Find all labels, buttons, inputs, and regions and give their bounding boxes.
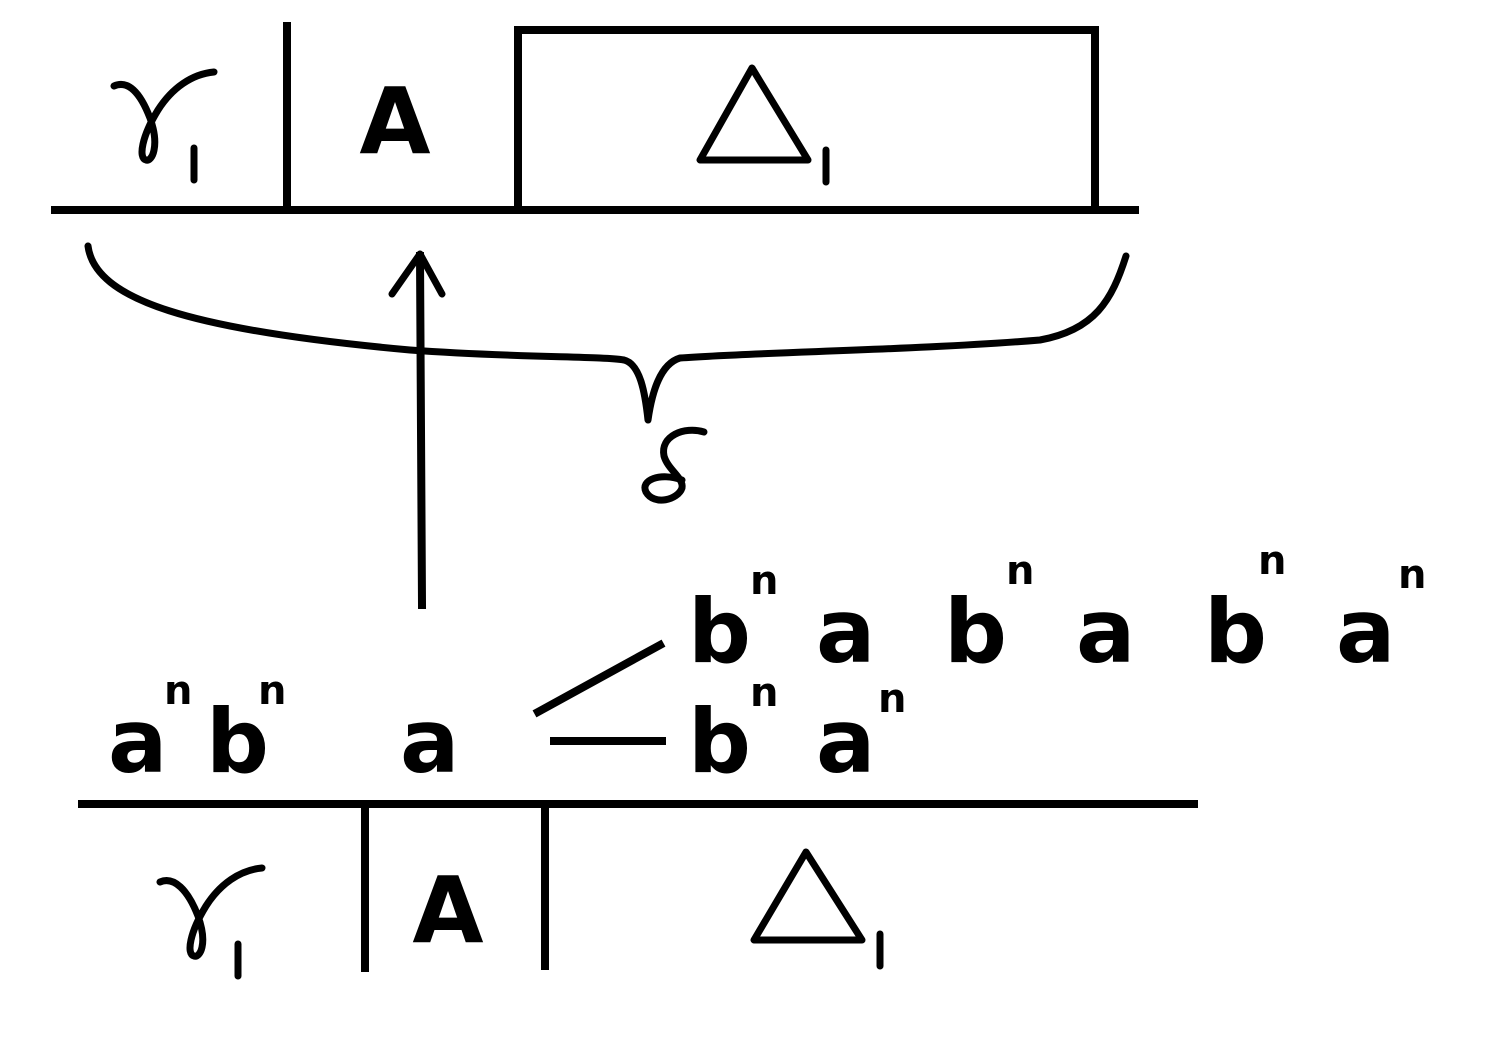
lower-t1-exp: n xyxy=(164,668,192,714)
delta-brace: δ xyxy=(84,242,1130,504)
top-delta-glyph: Δ 1 xyxy=(696,64,830,186)
bottom-sentential-form: γ 1 A Δ 1 xyxy=(78,800,1198,980)
upper-t6: a xyxy=(1336,580,1395,683)
delta-letter-glyph xyxy=(641,426,708,504)
upper-t1: b xyxy=(688,580,751,683)
lower-t4: b xyxy=(688,690,751,793)
upper-t6-exp: n xyxy=(1398,552,1426,598)
upper-t4: a xyxy=(1076,580,1135,683)
lower-t4-exp: n xyxy=(750,670,778,716)
top-delta-box xyxy=(514,26,1099,214)
upper-t2: a xyxy=(816,580,875,683)
lower-t1: a xyxy=(108,690,167,793)
upper-t5-exp: n xyxy=(1258,538,1286,584)
upper-t5: b xyxy=(1204,580,1267,683)
upper-string: b n a b n a b n a n xyxy=(688,538,1426,683)
lower-string: a n b n a b n a n xyxy=(108,668,906,793)
lower-t3: a xyxy=(400,690,459,793)
lower-t5: a xyxy=(816,690,875,793)
upper-t3-exp: n xyxy=(1006,548,1034,594)
lower-t2: b xyxy=(206,690,269,793)
derivation-arrow xyxy=(388,250,446,610)
lower-t2-exp: n xyxy=(258,668,286,714)
bottom-nonterminal-a: A xyxy=(412,857,483,964)
upper-t1-exp: n xyxy=(750,558,778,604)
bottom-gamma-glyph: γ 1 xyxy=(156,864,266,980)
top-sentential-form: γ 1 A Δ 1 xyxy=(51,22,1139,214)
top-nonterminal-a: A xyxy=(359,68,430,175)
upper-t3: b xyxy=(944,580,1007,683)
connector-upper xyxy=(532,639,666,718)
top-gamma-glyph: γ 1 xyxy=(110,68,218,184)
lower-t5-exp: n xyxy=(878,676,906,722)
bottom-delta-glyph: Δ 1 xyxy=(750,848,884,970)
